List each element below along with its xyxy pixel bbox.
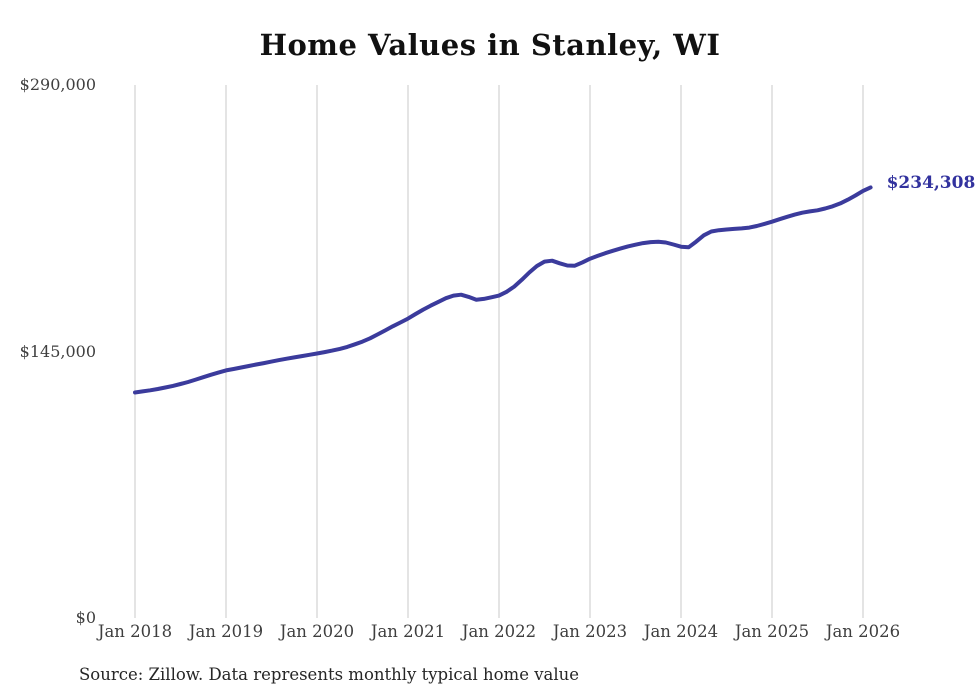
source-note: Source: Zillow. Data represents monthly … [79,665,580,684]
x-tick-label: Jan 2022 [461,622,537,641]
x-tick-label: Jan 2026 [825,622,901,641]
chart-title: Home Values in Stanley, WI [259,28,721,62]
y-tick-label: $145,000 [19,341,96,361]
x-tick-label: Jan 2019 [188,622,264,641]
latest-value-label: $234,308 [886,173,976,194]
x-tick-label: Jan 2021 [370,622,446,641]
home-value-line [133,185,873,395]
x-tick-label: Jan 2024 [643,622,719,641]
x-tick-label: Jan 2025 [734,622,810,641]
y-tick-label: $0 [75,608,96,627]
x-tick-label: Jan 2023 [552,622,628,641]
x-tick-label: Jan 2020 [279,622,355,641]
y-tick-label: $290,000 [19,75,96,94]
x-tick-label: Jan 2018 [97,622,173,641]
